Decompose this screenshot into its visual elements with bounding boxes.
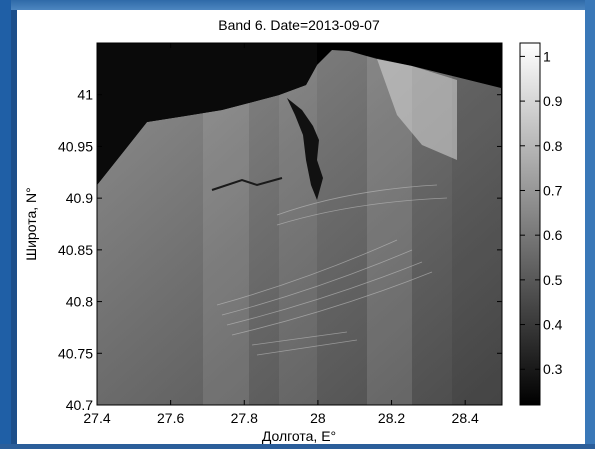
y-axis-label: Широта, N° bbox=[23, 187, 39, 260]
y-tick-label: 40.7 bbox=[66, 397, 93, 413]
x-tick-label: 27.6 bbox=[157, 410, 184, 426]
y-tick-label: 40.85 bbox=[58, 242, 93, 258]
colorbar-tick-label: 1 bbox=[543, 48, 551, 64]
bright-coastal-water bbox=[377, 59, 457, 160]
land-mask bbox=[97, 43, 317, 185]
x-axis-ticks: 27.4 27.6 27.8 28 28.2 28.4 bbox=[83, 43, 479, 426]
colorbar-tick-label: 0.8 bbox=[543, 138, 563, 154]
colorbar-ticks: 0.3 0.4 0.5 0.6 0.7 0.8 0.9 1 bbox=[520, 48, 563, 377]
chart-title: Band 6. Date=2013-09-07 bbox=[218, 17, 380, 33]
plot-area bbox=[97, 43, 502, 405]
x-tick-label: 28.4 bbox=[452, 410, 479, 426]
colorbar-tick-label: 0.6 bbox=[543, 227, 563, 243]
y-tick-label: 40.75 bbox=[58, 345, 93, 361]
x-tick-label: 28 bbox=[310, 410, 326, 426]
x-axis-label: Долгота, E° bbox=[262, 428, 336, 444]
swath-stripe-1 bbox=[203, 102, 249, 405]
y-tick-label: 40.8 bbox=[66, 294, 93, 310]
colorbar-tick-label: 0.7 bbox=[543, 182, 563, 198]
x-tick-label: 28.2 bbox=[378, 410, 405, 426]
wave-streaks bbox=[216, 184, 448, 356]
window-frame-bottom bbox=[0, 444, 595, 449]
y-tick-label: 40.9 bbox=[66, 190, 93, 206]
chart: Band 6. Date=2013-09-07 27.4 bbox=[23, 17, 563, 444]
satellite-swath bbox=[97, 50, 502, 405]
colorbar bbox=[519, 42, 541, 406]
swath-stripe-4 bbox=[452, 76, 501, 405]
x-tick-label: 27.4 bbox=[83, 410, 110, 426]
y-tick-label: 40.95 bbox=[58, 138, 93, 154]
window-frame-top bbox=[0, 0, 595, 10]
colorbar-tick-label: 0.5 bbox=[543, 272, 563, 288]
slick-feature bbox=[211, 177, 283, 191]
colorbar-tick-label: 0.9 bbox=[543, 93, 563, 109]
window-frame-left-stripe bbox=[11, 10, 17, 449]
colorbar-tick-label: 0.4 bbox=[543, 317, 563, 333]
swath-stripe-3 bbox=[367, 56, 412, 405]
y-tick-label: 41 bbox=[77, 87, 93, 103]
y-axis-ticks: 40.7 40.75 40.8 40.85 40.9 40.95 41 bbox=[58, 87, 502, 413]
window-frame-right bbox=[585, 0, 595, 449]
x-tick-label: 27.8 bbox=[231, 410, 258, 426]
land-mask-peninsula bbox=[287, 98, 323, 200]
window-frame-left bbox=[0, 0, 11, 449]
figure-canvas: Band 6. Date=2013-09-07 27.4 bbox=[17, 10, 585, 444]
plot-frame bbox=[96, 42, 503, 406]
colorbar-tick-label: 0.3 bbox=[543, 361, 563, 377]
